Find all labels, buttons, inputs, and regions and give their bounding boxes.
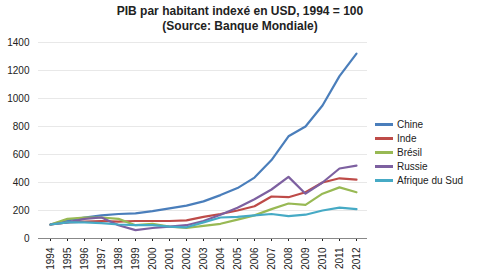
html-text:Afrique du Sud: Afrique du Sud <box>397 174 464 186</box>
svg-text:2000: 2000 <box>147 247 158 270</box>
html-text:Inde: Inde <box>397 132 417 144</box>
svg-text:1994: 1994 <box>45 247 56 270</box>
svg-text:1999: 1999 <box>130 247 141 270</box>
svg-text:1996: 1996 <box>79 247 90 270</box>
svg-text:2003: 2003 <box>198 247 209 270</box>
html-text:(Source: Banque Mondiale): (Source: Banque Mondiale) <box>162 19 318 33</box>
html-text:Chine: Chine <box>397 118 424 130</box>
svg-text:2011: 2011 <box>334 247 345 269</box>
svg-text:2012: 2012 <box>351 247 362 270</box>
svg-text:1998: 1998 <box>113 247 124 270</box>
svg-text:2010: 2010 <box>317 247 328 270</box>
svg-text:1997: 1997 <box>96 247 107 270</box>
svg-text:800: 800 <box>13 121 30 132</box>
svg-text:600: 600 <box>13 149 30 160</box>
svg-text:200: 200 <box>13 205 30 216</box>
svg-text:2002: 2002 <box>181 247 192 270</box>
html-text:PIB par habitant indexé en USD: PIB par habitant indexé en USD, 1994 = 1… <box>116 4 364 18</box>
html-text:Russie: Russie <box>397 160 428 172</box>
svg-text:2007: 2007 <box>266 247 277 270</box>
svg-text:1200: 1200 <box>7 65 30 76</box>
svg-text:1400: 1400 <box>7 37 30 48</box>
svg-text:400: 400 <box>13 177 30 188</box>
svg-text:2004: 2004 <box>215 247 226 270</box>
svg-text:0: 0 <box>24 233 30 244</box>
svg-text:2009: 2009 <box>300 247 311 270</box>
svg-text:1995: 1995 <box>62 247 73 270</box>
svg-text:2005: 2005 <box>232 247 243 270</box>
svg-text:1000: 1000 <box>7 93 30 104</box>
html-text:Brésil: Brésil <box>397 146 422 158</box>
svg-text:2001: 2001 <box>164 247 175 270</box>
svg-text:2008: 2008 <box>283 247 294 270</box>
svg-text:2006: 2006 <box>249 247 260 270</box>
